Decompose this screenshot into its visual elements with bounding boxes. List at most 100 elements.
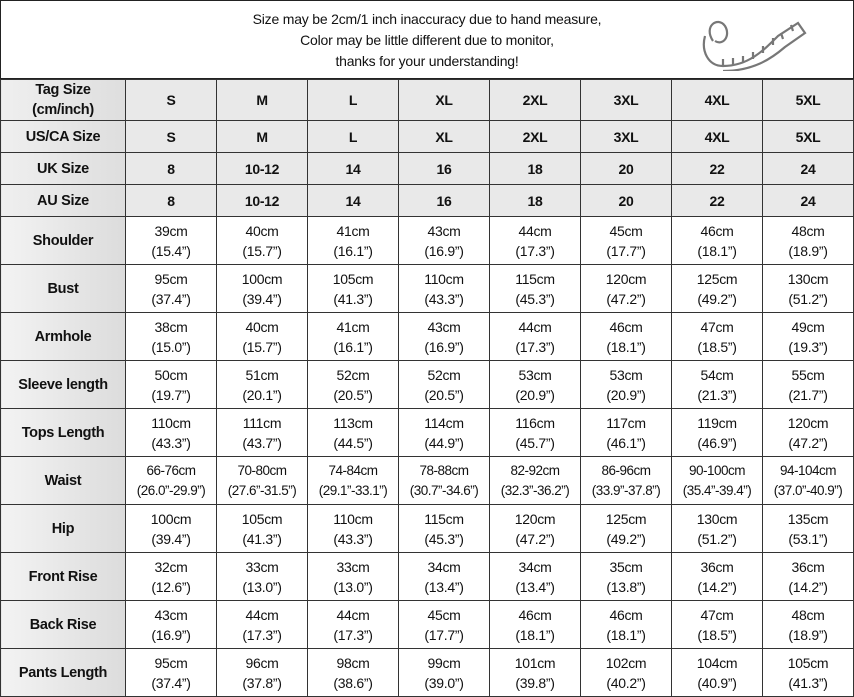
measurement-cell: 38cm (15.0”) [125, 312, 217, 361]
size-cell: 20 [580, 152, 672, 185]
cm-value: 120cm [787, 414, 829, 431]
inch-value: (44.5”) [333, 434, 373, 451]
measurement-cell: 114cm (44.9”) [398, 408, 490, 457]
measurement-cell: 43cm (16.9”) [398, 216, 490, 265]
inch-value: (41.3”) [242, 530, 282, 547]
cm-value: 34cm [518, 558, 552, 575]
cm-value: 38cm [154, 318, 188, 335]
measurement-cell: 55cm (21.7”) [762, 360, 854, 409]
cm-value: 43cm [154, 606, 188, 623]
inch-value: (51.2”) [697, 530, 737, 547]
measurement-cell: 125cm (49.2”) [580, 504, 672, 553]
measurement-cell: 94-104cm (37.0”-40.9”) [762, 456, 854, 505]
measurement-row: Back Rise 43cm (16.9”) 44cm (17.3”) 44cm (17.3… [0, 600, 854, 649]
cm-value: 33cm [336, 558, 370, 575]
size-cell: 3XL [580, 79, 672, 121]
measurement-cell: 120cm (47.2”) [489, 504, 581, 553]
inch-value: (16.9”) [151, 626, 191, 643]
size-cell: 8 [125, 152, 217, 185]
cm-value: 96cm [245, 654, 279, 671]
inch-value: (17.7”) [606, 242, 646, 259]
inch-value: (19.7”) [151, 386, 191, 403]
measurement-cell: 110cm (43.3”) [307, 504, 399, 553]
inch-value: (40.2”) [606, 674, 646, 691]
cm-value: 99cm [427, 654, 461, 671]
cm-value: 130cm [696, 510, 738, 527]
size-cell: S [125, 79, 217, 121]
measurement-row: Shoulder 39cm (15.4”) 40cm (15.7”) 41cm (16.1”… [0, 216, 854, 265]
row-label: AU Size [0, 184, 126, 217]
measurement-cell: 120cm (47.2”) [580, 264, 672, 313]
inch-value: (14.2”) [788, 578, 828, 595]
inch-value: (16.1”) [333, 338, 373, 355]
inch-value: (47.2”) [606, 290, 646, 307]
notice-line: Size may be 2cm/1 inch inaccuracy due to… [252, 11, 602, 27]
measurement-cell: 51cm (20.1”) [216, 360, 308, 409]
measurement-cell: 135cm (53.1”) [762, 504, 854, 553]
row-label: Tops Length [0, 408, 126, 457]
measurement-cell: 52cm (20.5”) [398, 360, 490, 409]
inch-value: (17.3”) [333, 626, 373, 643]
row-label: Tag Size (cm/inch) [0, 79, 126, 121]
cm-value: 48cm [791, 222, 825, 239]
cm-value: 100cm [241, 270, 283, 287]
row-label: Pants Length [0, 648, 126, 697]
cm-value: 120cm [514, 510, 556, 527]
row-label: Front Rise [0, 552, 126, 601]
measurement-cell: 53cm (20.9”) [580, 360, 672, 409]
inch-value: (16.9”) [424, 242, 464, 259]
inch-value: (20.5”) [424, 386, 464, 403]
measurement-cell: 117cm (46.1”) [580, 408, 672, 457]
inch-value: (46.9”) [697, 434, 737, 451]
inch-value: (15.7”) [242, 338, 282, 355]
size-cell: 2XL [489, 120, 581, 153]
measurement-cell: 100cm (39.4”) [216, 264, 308, 313]
inch-value: (41.3”) [333, 290, 373, 307]
cm-value: 135cm [787, 510, 829, 527]
cm-value: 125cm [696, 270, 738, 287]
measurement-cell: 53cm (20.9”) [489, 360, 581, 409]
cm-value: 110cm [333, 510, 373, 527]
inch-value: (15.7”) [242, 242, 282, 259]
cm-value: 117cm [606, 414, 646, 431]
size-cell: 14 [307, 184, 399, 217]
cm-value: 104cm [696, 654, 738, 671]
measurement-cell: 66-76cm (26.0”-29.9”) [125, 456, 217, 505]
measurement-cell: 48cm (18.9”) [762, 600, 854, 649]
cm-value: 53cm [518, 366, 552, 383]
inch-value: (18.1”) [606, 626, 646, 643]
inch-value: (30.7”-34.6”) [409, 482, 479, 498]
size-chart-table: Tag Size (cm/inch) S M L XL 2XL 3XL 4XL 5XL US/CA … [0, 79, 854, 697]
cm-value: 45cm [427, 606, 461, 623]
inch-value: (43.7”) [242, 434, 282, 451]
size-cell: 22 [671, 184, 763, 217]
measurement-row: Bust 95cm (37.4”) 100cm (39.4”) 105cm (41.3”) 1… [0, 264, 854, 313]
measurement-cell: 119cm (46.9”) [671, 408, 763, 457]
inch-value: (37.4”) [151, 674, 191, 691]
measurement-cell: 115cm (45.3”) [489, 264, 581, 313]
inch-value: (21.7”) [788, 386, 828, 403]
measurement-cell: 39cm (15.4”) [125, 216, 217, 265]
measurement-cell: 46cm (18.1”) [671, 216, 763, 265]
measurement-cell: 46cm (18.1”) [489, 600, 581, 649]
inch-value: (47.2”) [788, 434, 828, 451]
size-cell: 18 [489, 152, 581, 185]
row-label-line: (cm/inch) [32, 102, 94, 118]
measurement-cell: 35cm (13.8”) [580, 552, 672, 601]
measurement-cell: 46cm (18.1”) [580, 600, 672, 649]
cm-value: 32cm [154, 558, 188, 575]
size-cell: M [216, 79, 308, 121]
inch-value: (43.3”) [333, 530, 373, 547]
inch-value: (16.9”) [424, 338, 464, 355]
measurement-cell: 105cm (41.3”) [307, 264, 399, 313]
cm-value: 120cm [605, 270, 647, 287]
row-label: Bust [0, 264, 126, 313]
measurement-cell: 125cm (49.2”) [671, 264, 763, 313]
measurement-cell: 44cm (17.3”) [307, 600, 399, 649]
size-cell: 4XL [671, 120, 763, 153]
notice-line: Color may be little different due to mon… [300, 32, 554, 48]
measurement-row: Tops Length 110cm (43.3”) 111cm (43.7”) 113cm… [0, 408, 854, 457]
cm-value: 115cm [424, 510, 464, 527]
measurement-cell: 40cm (15.7”) [216, 216, 308, 265]
measurement-cell: 43cm (16.9”) [125, 600, 217, 649]
